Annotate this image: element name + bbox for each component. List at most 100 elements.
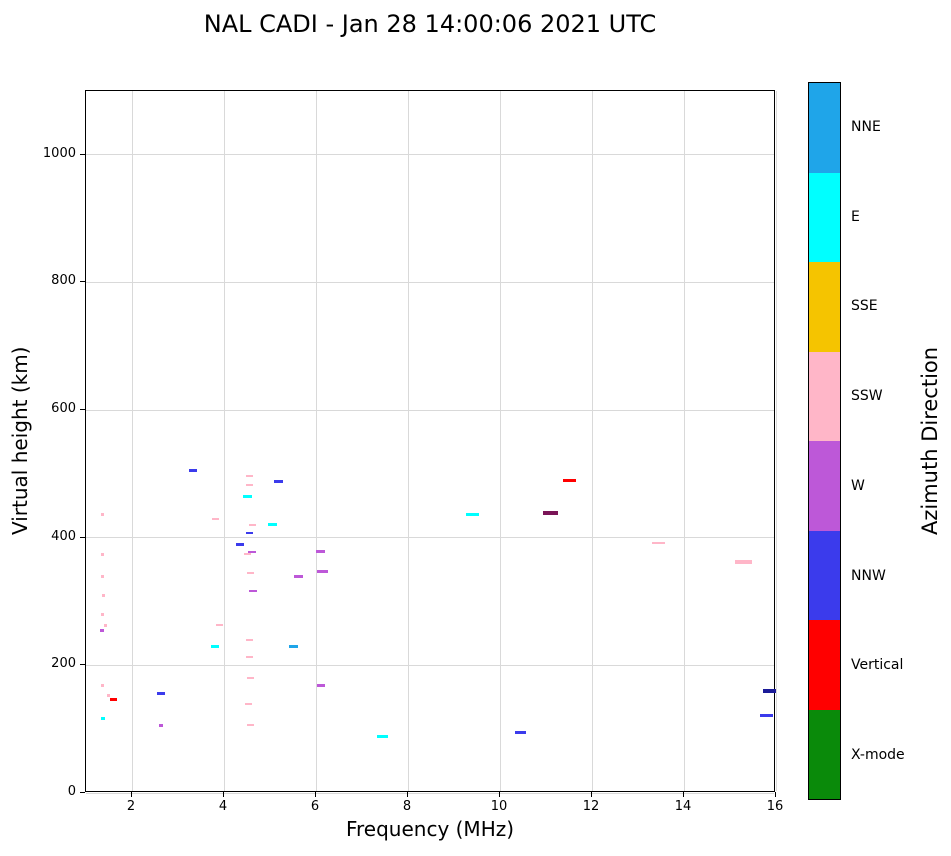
x-tick-label: 12 [582,799,600,814]
data-point [100,683,104,687]
colorbar-segment-nne [809,83,840,173]
x-tickmark [683,792,684,797]
colorbar-tick-label: NNW [851,567,886,584]
y-tickmark [80,536,85,538]
gridline-x [683,91,685,791]
gridline-y [86,154,774,156]
data-point [465,513,479,517]
data-point [245,483,253,486]
data-point [563,478,577,482]
data-point [248,589,257,592]
x-tick-label: 16 [766,799,784,814]
colorbar-tick-label: Vertical [851,657,904,674]
gridline-y [86,537,774,539]
data-point [189,468,198,472]
data-point [246,677,254,680]
gridline-x [591,91,593,791]
y-axis-label: Virtual height (km) [8,346,32,536]
data-point [515,730,527,734]
data-point [156,691,165,695]
data-point [245,531,253,534]
data-point [245,638,253,641]
gridline-y [86,281,774,283]
x-tickmark [223,792,224,797]
x-tick-label: 8 [402,799,412,814]
y-tickmark [80,153,85,155]
data-point [652,541,666,544]
colorbar-segment-sse [809,262,840,352]
x-tickmark [315,792,316,797]
colorbar-segment-vertical [809,620,840,710]
x-tick-label: 10 [490,799,508,814]
colorbar-label: Azimuth Direction [918,346,942,536]
data-point [100,574,104,578]
colorbar-segment-ssw [809,351,840,441]
data-point [245,656,253,659]
data-point [316,684,325,688]
x-tickmark [407,792,408,797]
y-tickmark [80,664,85,666]
gridline-x [407,91,409,791]
data-point [100,552,104,556]
gridline-x [315,91,317,791]
data-point [212,517,220,520]
y-tick-label: 800 [51,273,76,289]
data-point [210,644,219,648]
plot-area [85,90,777,794]
y-tick-label: 400 [51,528,76,544]
data-point [245,474,253,477]
data-point [101,594,105,598]
colorbar-tick-label: X-mode [851,747,905,764]
chart-title: NAL CADI - Jan 28 14:00:06 2021 UTC [203,10,657,38]
colorbar-segment-e [809,172,840,262]
y-tickmark [80,792,85,793]
data-point [110,697,118,701]
data-point [294,574,304,578]
gridline-x [775,91,777,791]
y-tick-label: 200 [51,656,76,672]
data-point [735,559,753,564]
data-point [215,623,223,626]
data-point [760,713,774,717]
data-point [106,694,110,698]
colorbar-tick-label: NNE [851,118,881,135]
data-point [244,703,252,706]
data-point [273,480,283,484]
data-point [247,572,255,575]
data-point [267,522,277,526]
data-point [543,511,559,516]
colorbar-segment-nnw [809,530,840,620]
data-point [100,628,105,632]
data-point [247,551,256,554]
x-tick-label: 14 [674,799,692,814]
data-point [100,512,104,516]
x-tickmark [591,792,592,797]
y-tick-label: 0 [67,784,76,799]
y-tick-label: 1000 [42,145,76,161]
gridline-x [131,91,133,791]
colorbar-tick-label: SSW [851,388,883,405]
y-tick-label: 600 [51,401,76,417]
y-tickmark [80,409,85,411]
gridline-x [499,91,501,791]
data-point [158,723,163,727]
data-point [236,542,245,546]
colorbar [808,82,841,800]
data-point [377,735,389,739]
gridline-x [223,91,225,791]
colorbar-segment-x-mode [809,709,840,799]
x-tickmark [131,792,132,797]
data-point [103,624,107,628]
colorbar-tick-label: SSE [851,298,878,315]
gridline-y [86,409,774,411]
data-point [101,717,106,721]
gridline-y [86,664,774,666]
x-tick-label: 4 [218,799,228,814]
x-tick-label: 6 [310,799,320,814]
data-point [289,644,299,648]
x-axis-label: Frequency (MHz) [345,817,515,841]
colorbar-tick-label: E [851,208,860,225]
y-tickmark [80,281,85,283]
colorbar-tick-label: W [851,477,865,494]
